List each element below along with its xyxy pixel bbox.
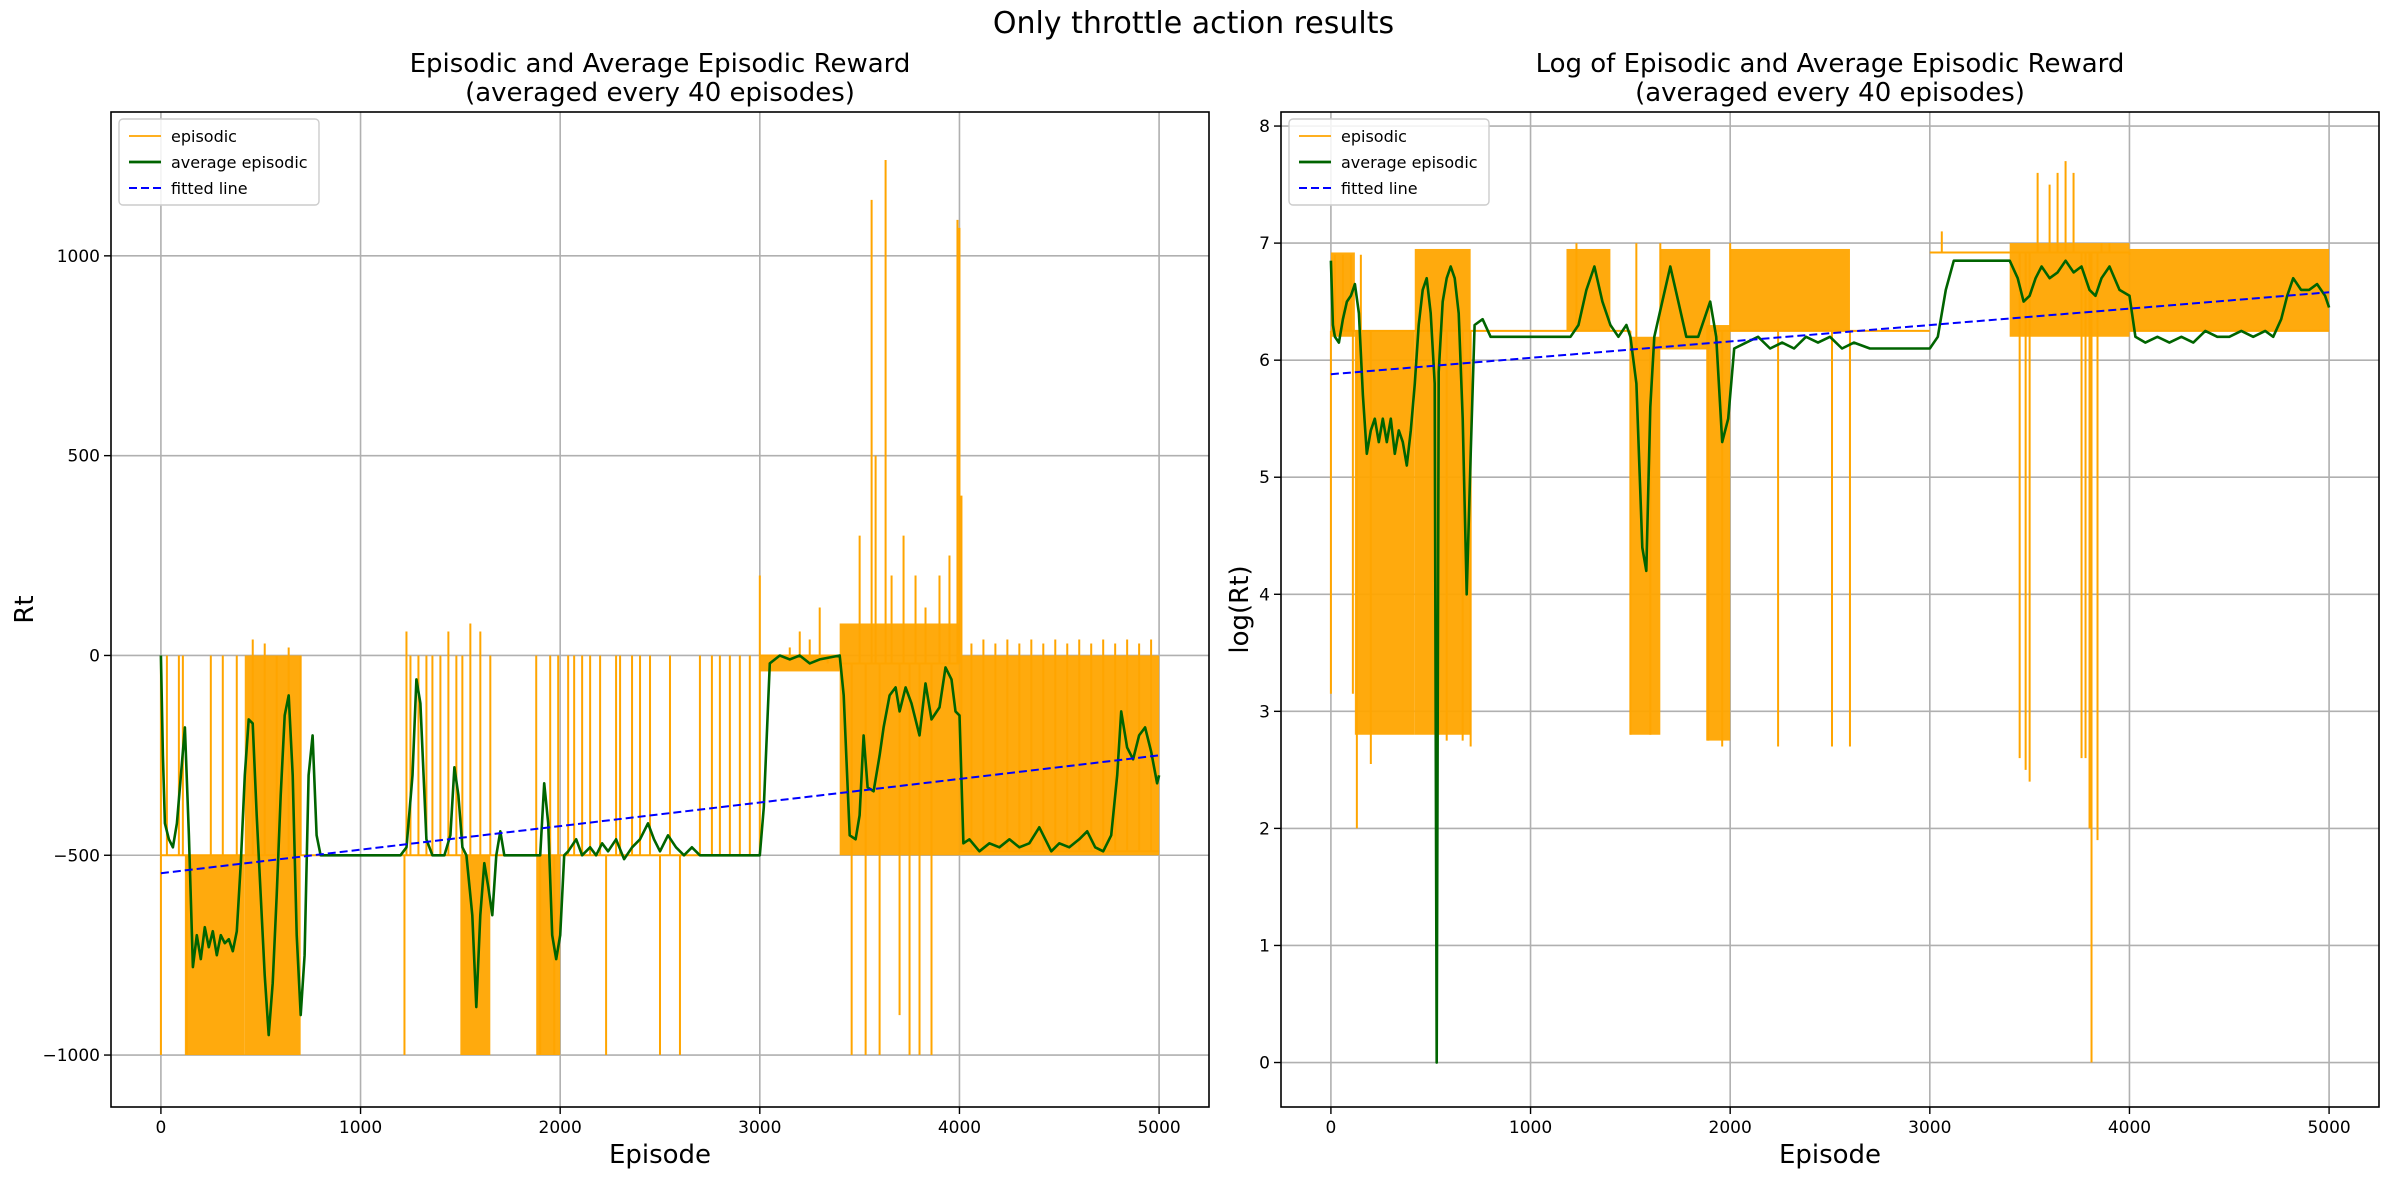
right-y-tick-label: 3 [1259,702,1270,722]
right-x-tick-label: 2000 [1709,1118,1752,1138]
left-legend-label-2: average episodic [171,153,308,172]
right-y-tick-label: 1 [1259,936,1270,956]
right-legend-label-2: average episodic [1341,153,1478,172]
right-episodic-band [2129,248,2330,331]
right-episodic-band [1354,330,1415,735]
left-legend-label-3: fitted line [171,179,248,198]
right-x-tick-label: 4000 [2108,1118,2151,1138]
left-legend-label-1: episodic [171,127,237,146]
right-x-tick-label: 5000 [2307,1118,2350,1138]
right-axes-frame [1280,111,2380,1108]
right-y-axis-label: log(Rt) [1225,565,1255,653]
left-y-tick-label: −1000 [42,1046,100,1066]
right-y-tick-label: 8 [1259,117,1270,137]
left-y-tick-label: −500 [53,846,100,866]
right-episodic-band [1730,248,1850,331]
left-y-tick-label: 1000 [57,247,100,267]
right-x-tick-label: 1000 [1509,1118,1552,1138]
right-y-tick-label: 6 [1259,351,1270,371]
right-y-tick-label: 5 [1259,468,1270,488]
right-plot-area [1329,161,2331,1064]
left-axes-frame [110,111,1210,1108]
right-legend-label-1: episodic [1341,127,1407,146]
left-chart-title-line-2: (averaged every 40 episodes) [465,78,855,108]
right-legend-box [1288,118,1490,206]
left-episodic-band [959,655,1160,856]
left-average-episodic-line [159,654,1161,1037]
episodic-reward-chart: Episodic and Average Episodic Reward(ave… [10,49,1210,1170]
left-x-tick-label: 0 [155,1118,166,1138]
right-x-tick-label: 0 [1325,1118,1336,1138]
left-x-axis-label: Episode [609,1140,711,1170]
left-x-tick-label: 1000 [339,1118,382,1138]
right-x-axis-label: Episode [1779,1140,1881,1170]
right-y-tick-label: 2 [1259,819,1270,839]
left-x-tick-label: 5000 [1137,1118,1180,1138]
right-fitted-line [1330,291,2330,376]
log-episodic-reward-chart: Log of Episodic and Average Episodic Rew… [1225,49,2380,1170]
right-x-tick-label: 3000 [1908,1118,1951,1138]
right-episodic-band [2009,243,2130,337]
left-legend-box [118,118,320,206]
left-chart-title-line-1: Episodic and Average Episodic Reward [410,49,911,79]
left-y-tick-label: 0 [89,646,100,666]
right-chart-title-line-2: (averaged every 40 episodes) [1635,78,2025,108]
left-y-tick-label: 500 [68,447,100,467]
figure-suptitle: Only throttle action results [992,6,1395,41]
right-y-tick-label: 7 [1259,234,1270,254]
left-x-tick-label: 3000 [738,1118,781,1138]
left-y-axis-label: Rt [10,595,40,623]
right-y-tick-label: 0 [1259,1054,1270,1074]
left-x-tick-label: 2000 [539,1118,582,1138]
right-legend-label-3: fitted line [1341,179,1418,198]
left-plot-area [159,159,1161,1056]
right-average-episodic-line [1329,259,2331,1064]
left-x-tick-label: 4000 [938,1118,981,1138]
right-episodic-band [1706,325,1731,741]
right-chart-title-line-1: Log of Episodic and Average Episodic Rew… [1536,49,2125,79]
right-episodic-band [1566,248,1611,331]
right-episodic-band [1630,336,1661,735]
right-y-tick-label: 4 [1259,585,1270,605]
